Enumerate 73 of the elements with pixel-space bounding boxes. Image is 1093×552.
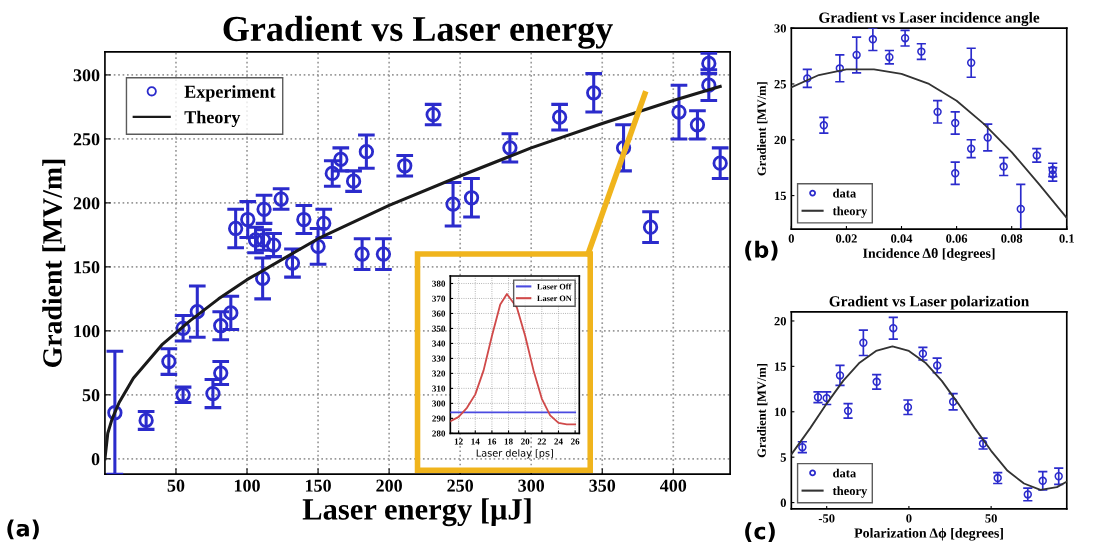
x-tick-label: 300 [518,479,545,492]
x-axis-title: Polarization Δϕ [degrees] [854,527,1003,541]
x-tick-label: 14 [471,438,480,445]
x-tick-label: 0.1 [1059,234,1074,243]
y-tick-label: 150 [74,261,100,274]
y-tick-label: 5 [780,453,787,462]
x-tick-label: 24 [554,438,563,445]
legend-label: theory [832,206,868,218]
x-tick-label: 26 [571,438,580,445]
x-tick-label: 250 [447,479,474,492]
x-tick-label: 0 [906,514,912,523]
text: (a) [7,519,39,540]
y-tick-label: 330 [432,355,446,362]
y-tick-label: 340 [432,340,446,347]
y-tick-label: 100 [74,325,100,338]
y-axis-title: Gradient [MV/m] [757,82,768,176]
x-tick-label: 50 [167,479,185,492]
x-tick-label: 400 [659,479,687,492]
y-tick-label: 350 [432,325,446,332]
y-tick-label: 360 [432,310,446,317]
y-tick-label: 0 [780,498,786,508]
legend-label: Theory [184,110,241,128]
y-tick-label: 320 [432,370,446,377]
legend-label: data [833,468,857,478]
y-tick-label: 0 [91,453,100,466]
x-tick-label: 150 [305,479,331,492]
chart-title: Gradient vs Laser polarization [829,295,1030,310]
y-tick-label: 25 [774,80,787,89]
x-axis-title: Laser energy [μJ] [302,498,531,527]
y-tick-label: 30 [774,24,786,33]
x-tick-label: 20 [521,438,530,445]
x-tick-label: 0.02 [835,234,857,243]
legend-label: Laser ON [537,295,572,302]
y-axis-title: Gradient [MV/m] [757,363,768,458]
y-tick-label: 15 [774,362,787,371]
legend-label: Experiment [184,85,276,102]
x-tick-label: 50 [985,514,997,523]
y-tick-label: 200 [73,197,100,210]
chart-title: Gradient vs Laser energy [223,15,613,49]
y-tick-label: 380 [432,280,446,287]
y-axis-title: Gradient [MV/m] [42,159,66,367]
x-tick-label: 0.08 [1001,234,1023,243]
y-tick-label: 300 [73,69,100,82]
chart-title: Gradient vs Laser incidence angle [819,12,1040,26]
x-tick-label: 100 [234,479,260,492]
legend-label: theory [832,486,868,498]
x-tick-label: 16 [488,438,497,445]
x-tick-label: 22 [537,438,546,445]
x-axis-title: Incidence Δθ [degrees] [863,248,995,261]
x-tick-label: 12 [454,438,463,445]
x-tick-label: 0.06 [946,234,968,243]
x-tick-label: -50 [818,514,835,523]
x-tick-label: 18 [504,438,513,445]
y-tick-label: 300 [432,400,446,407]
y-tick-label: 20 [774,135,786,145]
x-axis-title: Laser delay [ps] [476,449,553,459]
x-tick-label: 0 [788,234,794,243]
y-tick-label: 280 [432,430,446,437]
x-tick-label: 200 [376,479,402,492]
y-tick-label: 250 [73,133,100,146]
y-tick-label: 15 [774,191,787,201]
y-tick-label: 370 [432,295,446,302]
legend-label: Laser Off [537,283,572,290]
y-tick-label: 310 [432,385,446,392]
x-tick-label: 350 [589,479,616,492]
y-tick-label: 50 [82,389,100,402]
text: (b) [745,240,778,261]
y-tick-label: 20 [774,316,786,326]
y-tick-label: 10 [774,407,786,417]
y-tick-label: 290 [432,415,446,422]
text: (c) [745,522,775,543]
legend-label: data [833,188,857,198]
x-tick-label: 0.04 [891,234,913,243]
